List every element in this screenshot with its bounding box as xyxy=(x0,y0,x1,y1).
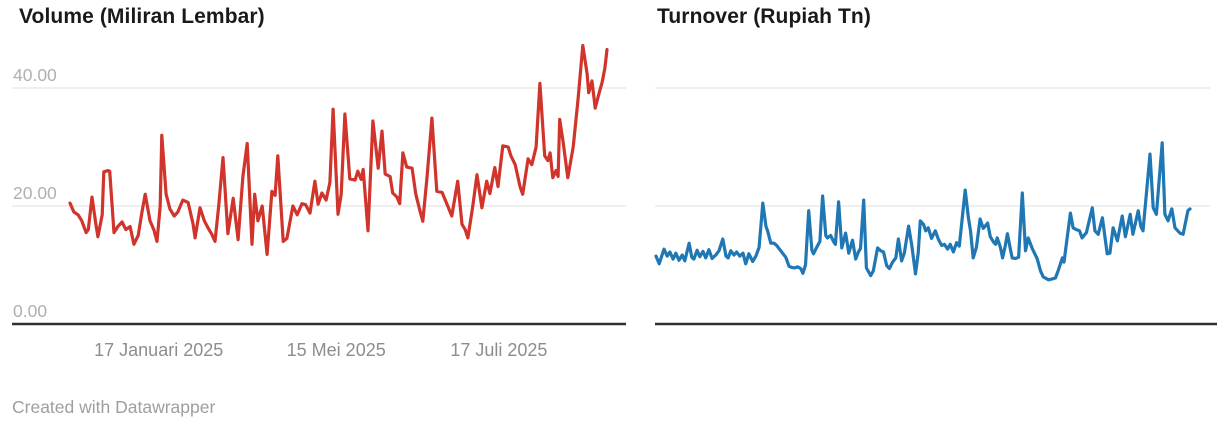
y-axis-label: 20.00 xyxy=(13,183,57,203)
turnover-chart-title: Turnover (Rupiah Tn) xyxy=(657,5,871,28)
volume-line xyxy=(68,43,609,256)
x-axis-label: 15 Mei 2025 xyxy=(287,340,386,360)
x-axis-label: 17 Januari 2025 xyxy=(94,340,223,360)
volume-chart-title: Volume (Miliran Lembar) xyxy=(19,5,265,28)
y-axis-label: 0.00 xyxy=(13,301,47,321)
attribution-text: Created with Datawrapper xyxy=(12,397,216,417)
turnover-chart xyxy=(654,87,1217,326)
x-axis-label: 17 Juli 2025 xyxy=(450,340,547,360)
volume-chart: 40.00 20.00 0.00 17 Januari 2025 15 Mei 2025… xyxy=(12,43,626,360)
turnover-line xyxy=(654,141,1192,282)
y-axis-label: 40.00 xyxy=(13,65,57,85)
